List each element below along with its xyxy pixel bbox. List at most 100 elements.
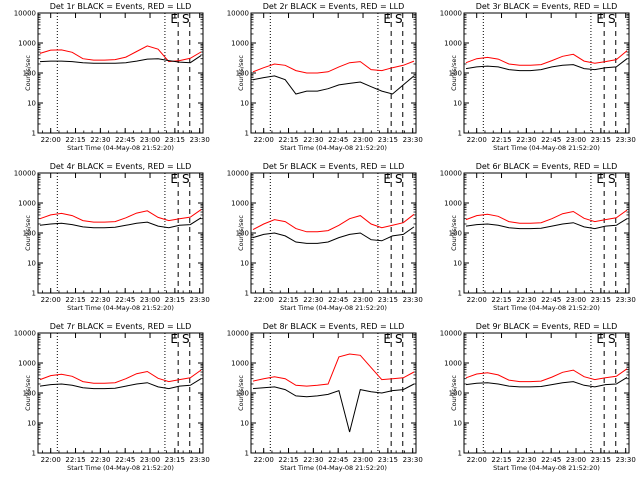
events-series-line	[465, 58, 628, 72]
y-tick-label: 1	[458, 450, 462, 458]
x-axis-label: Start Time (04-May-08 21:52:20)	[280, 304, 387, 312]
lld-series-line	[252, 60, 415, 74]
panel-title: Det 1r BLACK = Events, RED = LLD	[50, 2, 192, 11]
y-tick-label: 10	[27, 420, 36, 428]
x-tick-label: 22:15	[278, 296, 298, 304]
x-tick-label: 22:15	[491, 456, 511, 464]
x-tick-label: 23:30	[403, 296, 423, 304]
events-series-line	[252, 75, 415, 95]
x-tick-label: 23:15	[165, 456, 185, 464]
y-tick-label: 10000	[227, 10, 249, 18]
events-series-line	[39, 217, 202, 229]
y-tick-label: 100	[449, 230, 462, 238]
x-tick-label: 22:30	[303, 296, 323, 304]
y-axis-label: Counts/sec	[450, 55, 458, 91]
y-tick-label: 1	[32, 290, 36, 298]
y-tick-label: 10	[240, 100, 249, 108]
detector-panel: Det 1r BLACK = Events, RED = LLD 1 10 100 10…	[14, 2, 210, 152]
x-tick-label: 23:30	[190, 296, 210, 304]
x-axis-label: Start Time (04-May-08 21:52:20)	[493, 464, 600, 472]
y-tick-label: 10000	[440, 170, 462, 178]
marker-label: E	[596, 332, 604, 346]
x-tick-label: 22:15	[278, 456, 298, 464]
detector-panel: Det 5r BLACK = Events, RED = LLD 1 10 100 10…	[227, 162, 423, 312]
x-tick-label: 22:30	[303, 136, 323, 144]
y-tick-label: 10	[453, 100, 462, 108]
y-tick-label: 10	[240, 260, 249, 268]
x-tick-label: 22:45	[115, 296, 135, 304]
events-series-line	[465, 376, 628, 388]
x-axis-label: Start Time (04-May-08 21:52:20)	[67, 144, 174, 152]
y-tick-label: 1000	[444, 40, 462, 48]
events-series-line	[252, 383, 415, 433]
x-tick-label: 23:15	[378, 136, 398, 144]
x-tick-label: 23:30	[616, 296, 636, 304]
marker-label: E	[170, 332, 178, 346]
detector-panel: Det 7r BLACK = Events, RED = LLD 1 10 100 10…	[14, 322, 210, 472]
y-tick-label: 100	[236, 70, 249, 78]
y-tick-label: 100	[449, 70, 462, 78]
lld-series-line	[465, 368, 628, 383]
x-axis-label: Start Time (04-May-08 21:52:20)	[67, 464, 174, 472]
x-tick-label: 22:45	[328, 136, 348, 144]
y-axis-label: Counts/sec	[24, 375, 32, 411]
y-tick-label: 10000	[14, 330, 36, 338]
y-tick-label: 1000	[18, 200, 36, 208]
x-tick-label: 23:15	[378, 296, 398, 304]
x-tick-label: 22:30	[516, 136, 536, 144]
x-tick-label: 22:00	[254, 136, 274, 144]
y-tick-label: 1000	[18, 40, 36, 48]
x-tick-label: 22:00	[254, 456, 274, 464]
y-tick-label: 1000	[444, 360, 462, 368]
detector-panel: Det 3r BLACK = Events, RED = LLD 1 10 100 10…	[440, 2, 636, 152]
y-axis-label: Counts/sec	[237, 375, 245, 411]
lld-series-line	[39, 209, 202, 223]
y-axis-label: Counts/sec	[24, 55, 32, 91]
y-tick-label: 10	[27, 100, 36, 108]
x-tick-label: 22:30	[90, 296, 110, 304]
y-tick-label: 1000	[444, 200, 462, 208]
y-tick-label: 10000	[440, 10, 462, 18]
marker-label: E	[596, 12, 604, 26]
panel-title: Det 8r BLACK = Events, RED = LLD	[263, 322, 405, 331]
lld-series-line	[252, 213, 415, 233]
x-tick-label: 23:15	[591, 136, 611, 144]
x-tick-label: 22:00	[467, 456, 487, 464]
y-tick-label: 100	[23, 390, 36, 398]
events-series-line	[39, 55, 202, 64]
x-tick-label: 22:00	[41, 296, 61, 304]
x-tick-label: 22:45	[115, 136, 135, 144]
panel-title: Det 9r BLACK = Events, RED = LLD	[476, 322, 618, 331]
panel-title: Det 5r BLACK = Events, RED = LLD	[263, 162, 405, 171]
x-tick-label: 22:30	[90, 136, 110, 144]
y-tick-label: 1000	[18, 360, 36, 368]
marker-label: E	[383, 332, 391, 346]
x-tick-label: 22:45	[115, 456, 135, 464]
events-series-line	[252, 226, 415, 244]
x-tick-label: 22:30	[516, 456, 536, 464]
y-tick-label: 10	[453, 260, 462, 268]
x-tick-label: 23:30	[190, 136, 210, 144]
lld-series-line	[252, 353, 415, 387]
x-tick-label: 22:45	[541, 296, 561, 304]
x-tick-label: 23:30	[190, 456, 210, 464]
x-tick-label: 23:30	[616, 136, 636, 144]
x-tick-label: 22:00	[467, 136, 487, 144]
y-tick-label: 100	[23, 70, 36, 78]
y-axis-label: Counts/sec	[237, 55, 245, 91]
x-tick-label: 22:30	[516, 296, 536, 304]
marker-label: S	[395, 172, 403, 186]
x-tick-label: 22:00	[467, 296, 487, 304]
y-tick-label: 1000	[231, 360, 249, 368]
x-axis-label: Start Time (04-May-08 21:52:20)	[280, 144, 387, 152]
x-tick-label: 23:00	[566, 136, 586, 144]
marker-label: S	[608, 332, 616, 346]
x-tick-label: 23:00	[140, 296, 160, 304]
x-tick-label: 23:00	[140, 136, 160, 144]
x-tick-label: 22:00	[254, 296, 274, 304]
x-tick-label: 22:45	[541, 136, 561, 144]
lld-series-line	[465, 50, 628, 66]
x-tick-label: 22:45	[328, 296, 348, 304]
y-tick-label: 1000	[231, 40, 249, 48]
x-tick-label: 23:15	[165, 136, 185, 144]
